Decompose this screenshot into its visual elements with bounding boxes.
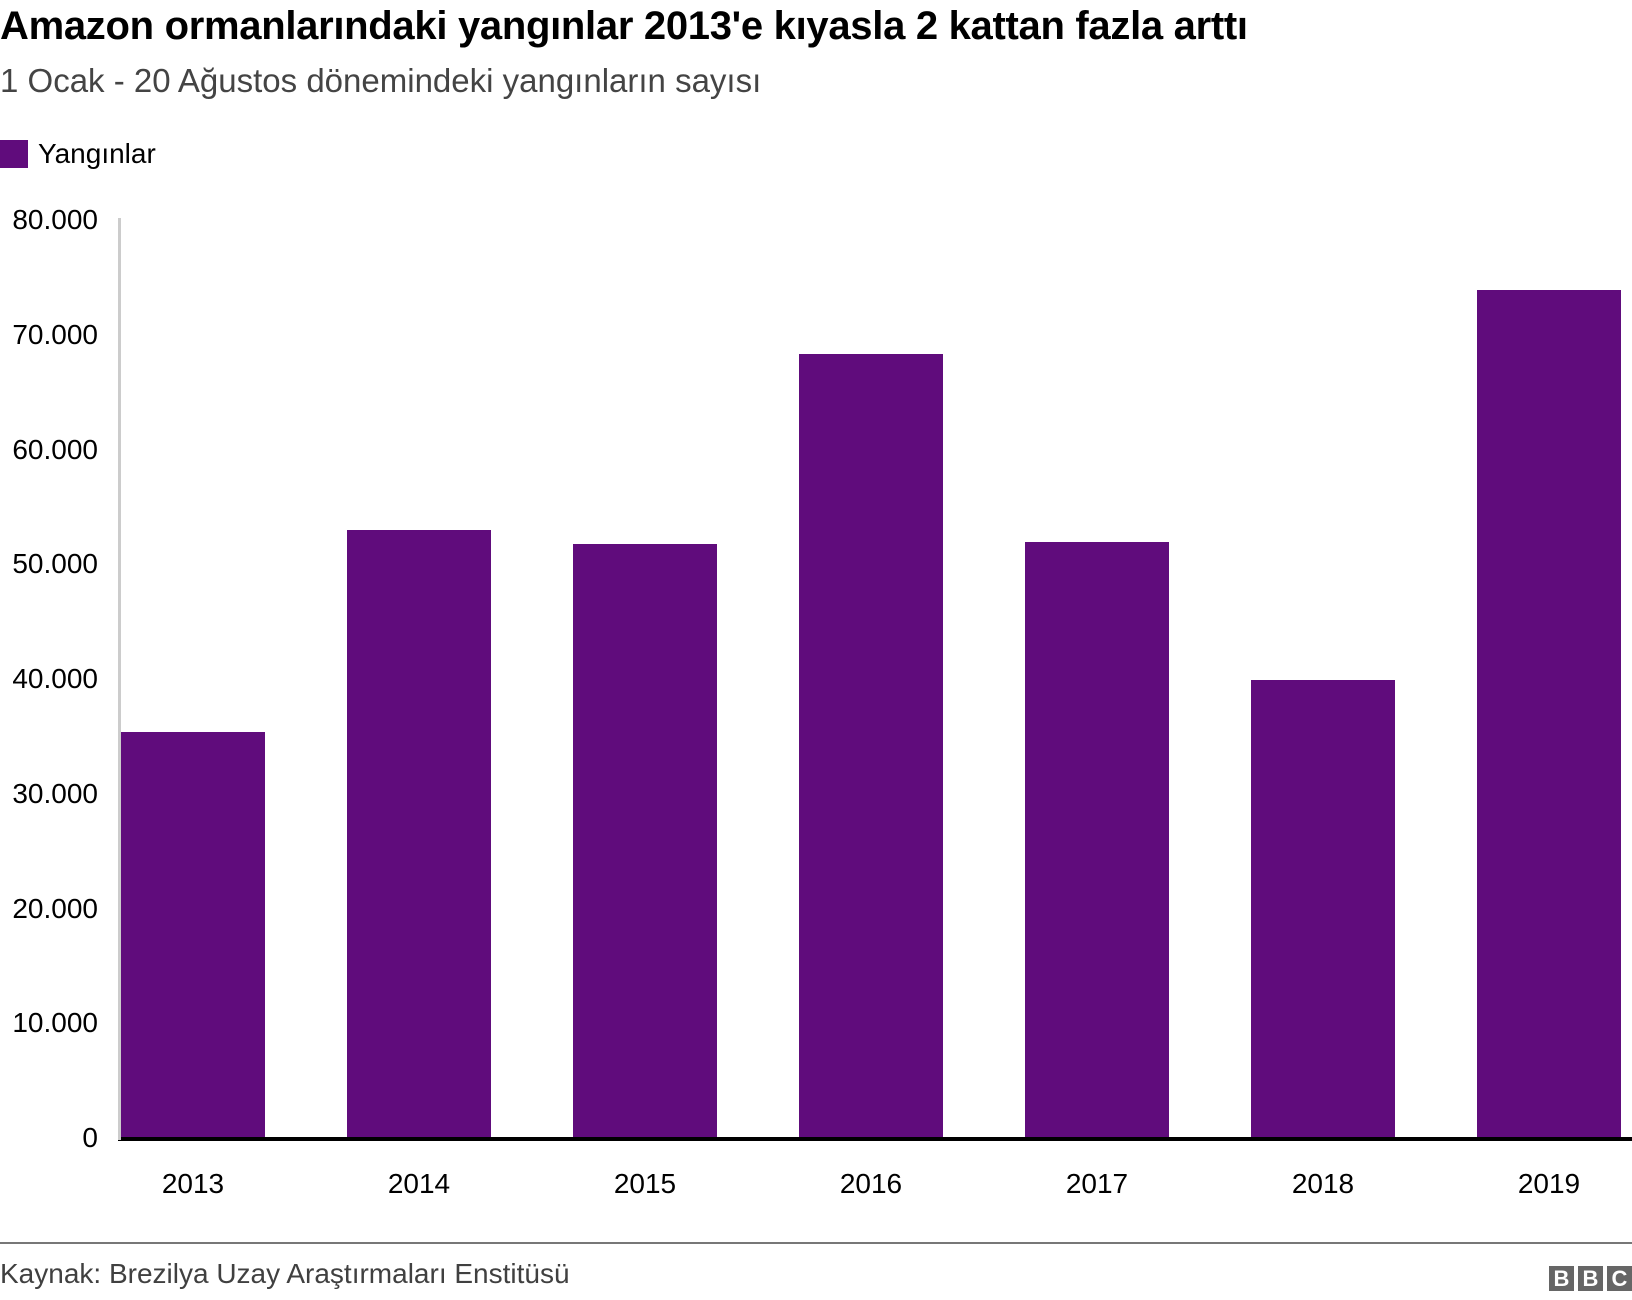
bbc-logo-letter: C [1607, 1266, 1632, 1291]
bar-2017 [1025, 542, 1169, 1138]
bar-2016 [799, 354, 943, 1138]
bar-2018 [1251, 680, 1395, 1138]
x-tick-label: 2014 [387, 1168, 451, 1199]
y-axis-line [118, 218, 121, 1140]
legend-label: Yangınlar [38, 138, 156, 169]
y-tick-label: 10.000 [12, 1007, 98, 1039]
y-tick-label: 0 [82, 1122, 98, 1153]
x-tick-label: 2016 [839, 1168, 903, 1199]
y-tick-label: 40.000 [12, 663, 98, 694]
bar-2015 [573, 543, 717, 1138]
x-tick-label: 2018 [1291, 1168, 1355, 1199]
source-note: Kaynak: Brezilya Uzay Araştırmaları Enst… [0, 1258, 570, 1289]
footer-divider [0, 1242, 1632, 1244]
y-tick-label: 50.000 [12, 548, 98, 580]
chart-subtitle: 1 Ocak - 20 Ağustos dönemindeki yangınla… [0, 62, 762, 99]
x-tick-label: 2019 [1517, 1168, 1581, 1199]
x-tick-label: 2015 [613, 1168, 677, 1199]
y-tick-label: 70.000 [12, 318, 98, 350]
y-tick-label: 80.000 [12, 204, 98, 235]
legend: Yangınlar [0, 138, 156, 170]
x-tick-label: 2017 [1065, 1168, 1129, 1199]
y-tick-label: 30.000 [12, 777, 98, 809]
bbc-logo-letter: B [1549, 1266, 1574, 1291]
bbc-logo-letter: B [1578, 1266, 1603, 1291]
x-axis-baseline [118, 1137, 1632, 1141]
bar-2014 [347, 529, 491, 1138]
y-tick-label: 60.000 [12, 433, 98, 465]
legend-swatch [0, 140, 28, 168]
bar-2019 [1477, 289, 1621, 1138]
bbc-logo: B B C [1549, 1266, 1632, 1291]
bar-2013 [121, 731, 265, 1138]
x-tick-label: 2013 [161, 1168, 225, 1199]
y-tick-label: 20.000 [12, 892, 98, 924]
chart-title: Amazon ormanlarındaki yangınlar 2013'e k… [0, 4, 1248, 48]
